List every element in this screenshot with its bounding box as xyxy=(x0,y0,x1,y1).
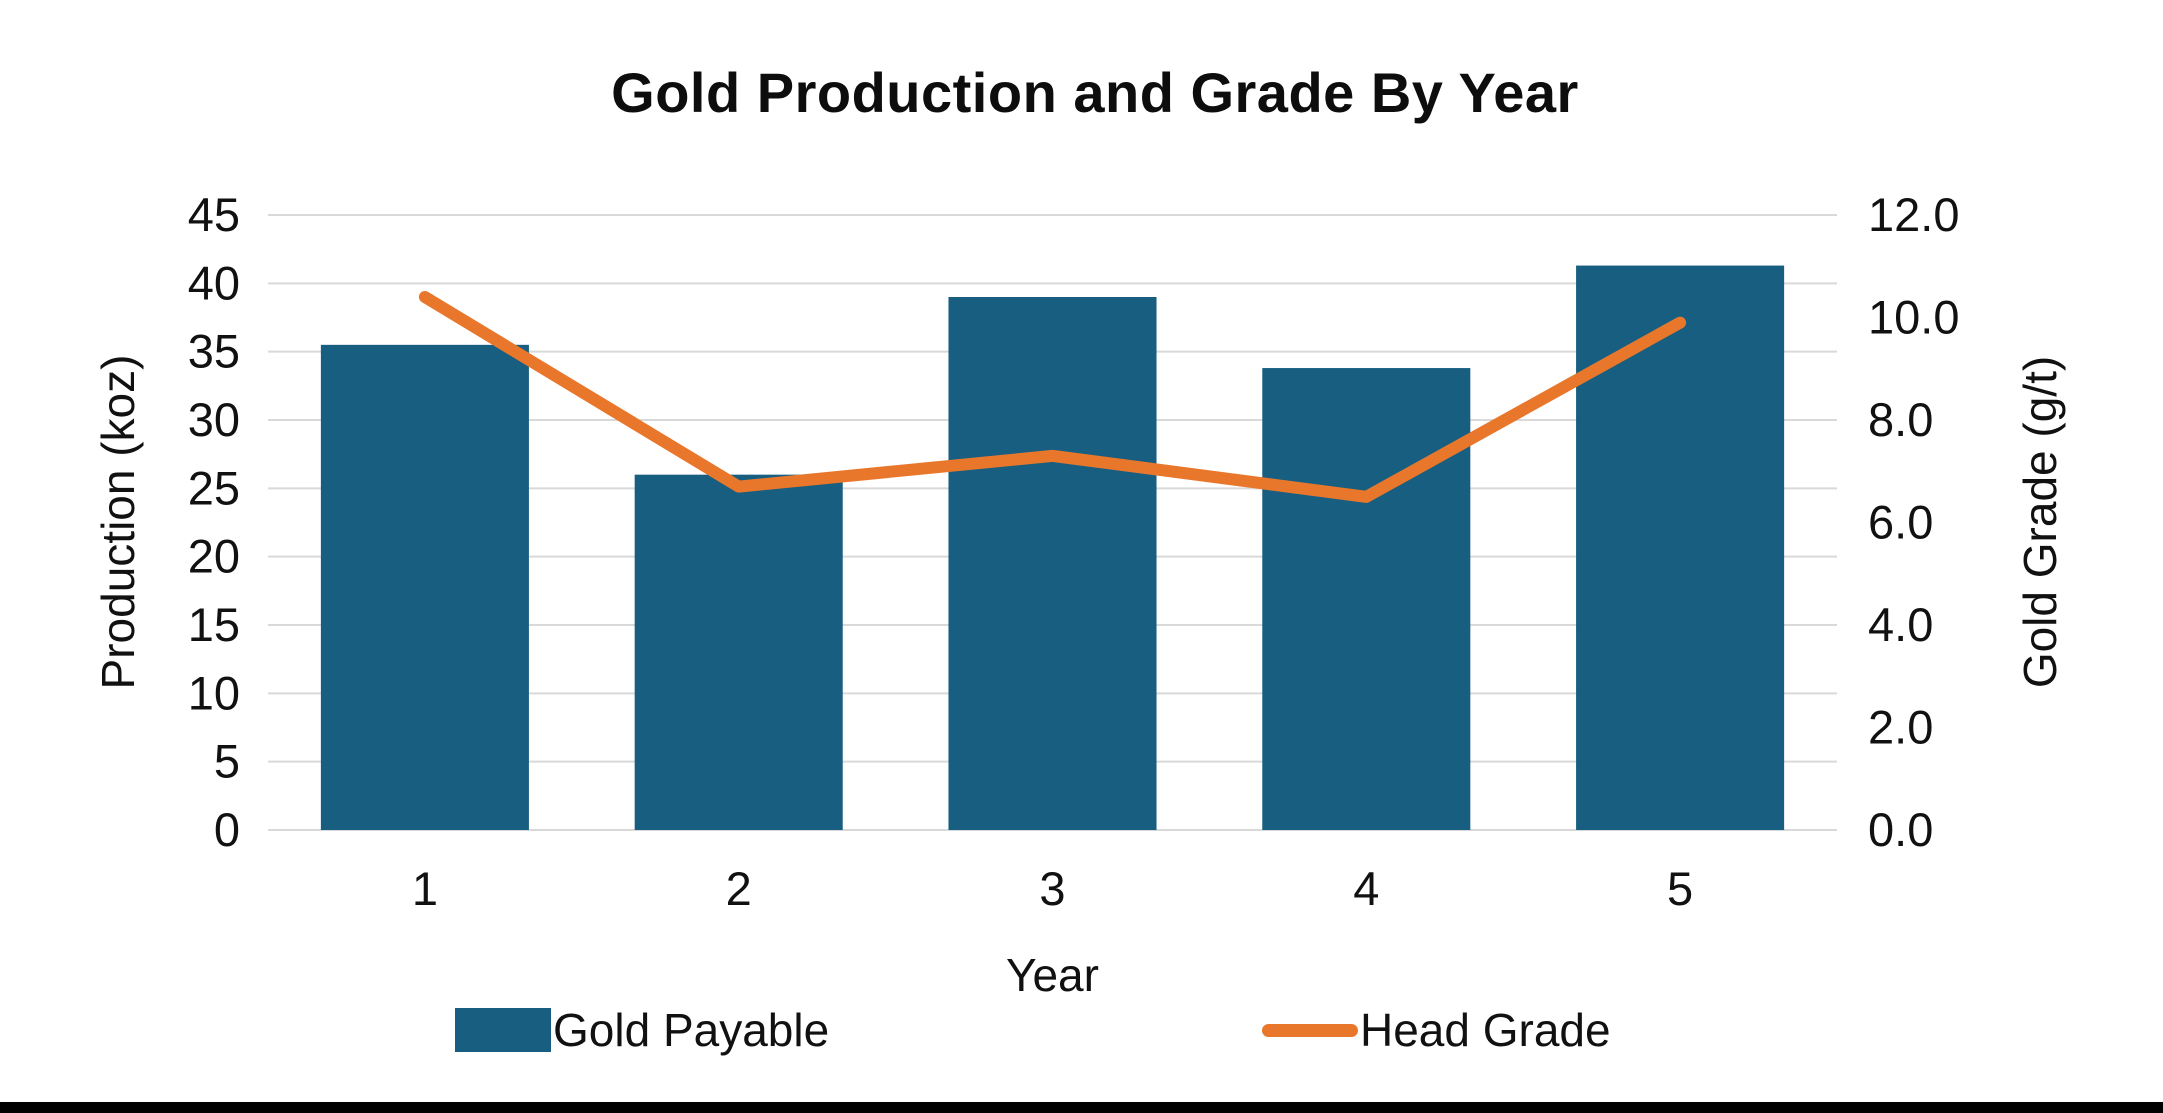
left-axis-tick-label: 35 xyxy=(188,325,240,378)
left-axis-tick-label: 25 xyxy=(188,461,240,514)
bottom-black-bar xyxy=(0,1102,2163,1113)
right-axis-tick-label: 2.0 xyxy=(1868,701,1933,754)
x-axis-tick-label: 4 xyxy=(1353,862,1379,915)
left-axis-tick-label: 0 xyxy=(214,803,240,856)
left-axis-tick-label: 20 xyxy=(188,530,240,583)
right-axis-tick-label: 0.0 xyxy=(1868,803,1933,856)
legend-item-gold-payable: Gold Payable xyxy=(455,1000,829,1060)
bar-year-1 xyxy=(320,344,529,830)
legend-label-head-grade: Head Grade xyxy=(1360,1004,1611,1056)
legend-item-head-grade: Head Grade xyxy=(1262,1000,1611,1060)
right-axis-tick-label: 8.0 xyxy=(1868,393,1933,446)
left-axis-tick-label: 40 xyxy=(188,256,240,309)
gold-payable-swatch-icon xyxy=(455,1008,551,1052)
x-axis-title: Year xyxy=(1006,949,1099,1001)
bar-year-3 xyxy=(948,297,1157,830)
left-axis-tick-label: 30 xyxy=(188,393,240,446)
x-axis-tick-label: 3 xyxy=(1039,862,1065,915)
legend-label-gold-payable: Gold Payable xyxy=(553,1004,830,1056)
right-axis-tick-label: 6.0 xyxy=(1868,496,1933,549)
left-axis-tick-label: 5 xyxy=(214,735,240,788)
x-axis-tick-label: 2 xyxy=(726,862,752,915)
bar-year-5 xyxy=(1576,265,1785,831)
bar-year-2 xyxy=(634,474,843,830)
head-grade-line xyxy=(418,291,1687,503)
right-axis-tick-label: 12.0 xyxy=(1868,188,1959,241)
right-axis-tick-label: 10.0 xyxy=(1868,291,1959,344)
x-axis-tick-label: 1 xyxy=(412,862,438,915)
left-axis-tick-label: 10 xyxy=(188,666,240,719)
bar-year-4 xyxy=(1262,368,1471,830)
chart-title: Gold Production and Grade By Year xyxy=(611,61,1579,124)
left-axis-tick-label: 15 xyxy=(188,598,240,651)
x-axis-tick-label: 5 xyxy=(1667,862,1693,915)
left-axis-tick-label: 45 xyxy=(188,188,240,241)
head-grade-swatch-icon xyxy=(1262,1023,1358,1037)
right-axis-tick-label: 4.0 xyxy=(1868,598,1933,651)
